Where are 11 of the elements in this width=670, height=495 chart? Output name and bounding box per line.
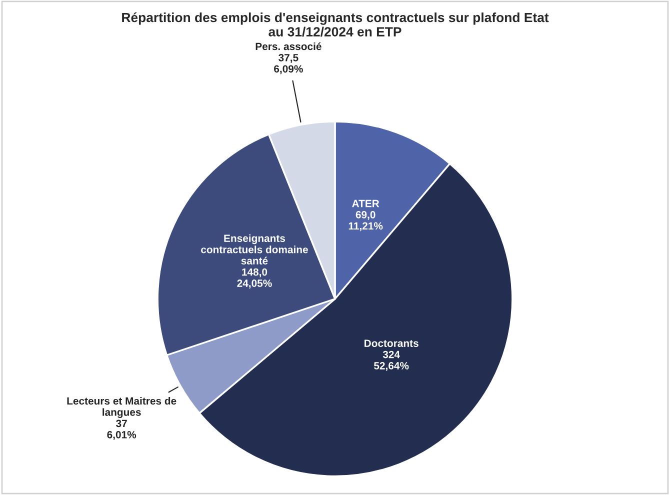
slice-label: Lecteurs et Maitres de langues: [67, 397, 176, 418]
slice-label: Doctorants: [364, 340, 418, 347]
data-label: 37 6,01%: [107, 420, 136, 440]
slice-label: ATER: [352, 200, 380, 208]
data-label: 69,0 11,21%: [348, 211, 383, 232]
chart-title: Répartition des emplois d'enseignants contractuels sur plafond Etat au 31/12/2024 en ETP: [122, 12, 549, 37]
slice-label: Pers. associé: [256, 42, 322, 50]
data-label: 148,0 24,05%: [237, 268, 272, 288]
data-label: 324 52,64%: [374, 350, 409, 371]
data-label: 37,5 6,09%: [274, 54, 303, 74]
slice-label: Enseignants contractuels domaine santé: [201, 234, 308, 264]
